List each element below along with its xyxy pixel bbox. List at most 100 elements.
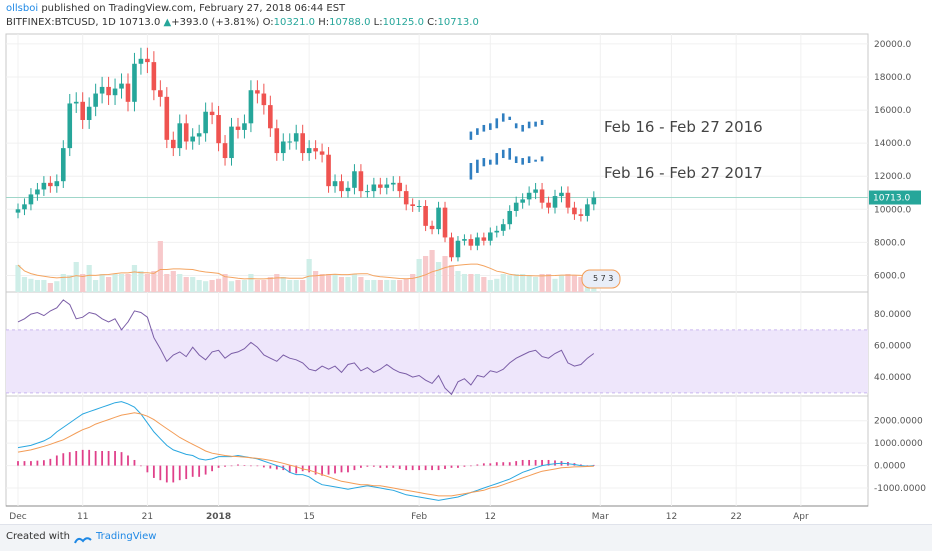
candle bbox=[429, 220, 435, 235]
volume-bar bbox=[332, 274, 338, 292]
volume-bar bbox=[293, 280, 299, 292]
candle-body bbox=[41, 182, 47, 190]
macd-histogram-bar bbox=[470, 465, 472, 467]
candle bbox=[358, 164, 364, 198]
candle bbox=[60, 140, 66, 188]
rsi-axis-label: 60.0000 bbox=[874, 342, 911, 352]
candle bbox=[73, 92, 79, 113]
candle bbox=[533, 182, 538, 200]
candle-body bbox=[423, 206, 428, 226]
price-axis-label: 10000.0 bbox=[874, 205, 911, 215]
volume-bar bbox=[190, 277, 196, 292]
projection-2017-bar bbox=[540, 156, 544, 162]
candle-body bbox=[196, 133, 202, 137]
candle bbox=[190, 128, 195, 150]
candle bbox=[177, 114, 183, 157]
candle bbox=[306, 140, 312, 161]
published-text: published on TradingView.com, February 2… bbox=[41, 3, 346, 14]
volume-bar bbox=[93, 280, 99, 292]
macd-histogram-bar bbox=[237, 464, 239, 466]
candle bbox=[209, 102, 215, 125]
candle-body bbox=[274, 128, 280, 154]
candle bbox=[242, 114, 247, 139]
macd-histogram-bar bbox=[217, 465, 220, 468]
macd-histogram-bar bbox=[431, 465, 433, 471]
candle bbox=[365, 184, 370, 198]
chart-header: ollsboi published on TradingView.com, Fe… bbox=[6, 2, 479, 30]
candle-body bbox=[164, 96, 170, 140]
candle bbox=[222, 135, 228, 166]
candle-body bbox=[533, 189, 538, 193]
author-link[interactable]: ollsboi bbox=[6, 3, 39, 14]
candle-body bbox=[507, 210, 513, 225]
time-axis-label: 12 bbox=[666, 512, 677, 522]
macd-histogram-bar bbox=[178, 465, 181, 481]
volume-bar bbox=[500, 274, 506, 292]
candle-body bbox=[339, 181, 344, 192]
volume-bar bbox=[170, 271, 176, 292]
ohlc-line: BITFINEX:BTCUSD, 1D 10713.0 ▲+393.0 (+3.… bbox=[6, 16, 479, 30]
volume-bar bbox=[552, 278, 558, 292]
open-value: 10321.0 bbox=[273, 17, 315, 28]
candle-body bbox=[442, 207, 448, 238]
time-axis-label: Apr bbox=[793, 512, 809, 522]
price-axis-label: 16000.0 bbox=[874, 106, 911, 116]
volume-bar bbox=[448, 265, 455, 292]
candle-body bbox=[319, 151, 325, 155]
time-axis-label: Feb bbox=[411, 512, 427, 522]
volume-bar bbox=[338, 277, 345, 292]
candle-body bbox=[352, 171, 357, 188]
volume-bar bbox=[209, 280, 215, 292]
candle-body bbox=[170, 139, 176, 149]
chart-canvas[interactable]: 20000.0 18000.0 16000.0 14000.0 12000.0 10000… bbox=[0, 0, 932, 524]
macd-histogram-bar bbox=[515, 461, 518, 466]
symbol-label: BITFINEX:BTCUSD, 1D bbox=[6, 17, 116, 28]
volume-bar bbox=[125, 274, 131, 292]
candle bbox=[436, 201, 441, 235]
volume-bar bbox=[280, 277, 286, 292]
candle bbox=[572, 201, 577, 220]
volume-bar bbox=[157, 241, 163, 292]
macd-axis-label: 0.0000 bbox=[874, 462, 906, 472]
macd-histogram-bar bbox=[243, 465, 246, 466]
candle bbox=[494, 225, 500, 238]
rsi-axis-label: 40.0000 bbox=[874, 373, 911, 383]
candle-body bbox=[585, 204, 590, 216]
volume-bar bbox=[86, 265, 92, 292]
candle-body bbox=[488, 232, 493, 241]
volume-bar bbox=[435, 262, 442, 292]
candle-body bbox=[313, 148, 318, 152]
volume-bar bbox=[80, 274, 86, 292]
tradingview-brand-link[interactable]: TradingView bbox=[96, 531, 157, 542]
candle bbox=[293, 124, 299, 150]
candle-body bbox=[183, 123, 189, 142]
annotation-2017: Feb 16 - Feb 27 2017 bbox=[604, 164, 763, 182]
candle-body bbox=[203, 111, 208, 134]
candle-body bbox=[326, 154, 331, 187]
volume-bar bbox=[481, 277, 487, 292]
volume-bar bbox=[578, 277, 584, 292]
candle-body bbox=[54, 181, 60, 187]
volume-bar bbox=[539, 274, 545, 292]
candle bbox=[151, 51, 157, 101]
time-axis-label: 15 bbox=[303, 512, 314, 522]
volume-bar bbox=[47, 283, 53, 292]
candle-body bbox=[345, 187, 351, 192]
macd-histogram-bar bbox=[411, 465, 414, 471]
macd-histogram-bar bbox=[120, 452, 123, 466]
volume-bar bbox=[73, 262, 79, 292]
candle bbox=[397, 176, 403, 198]
candle-body bbox=[384, 184, 390, 188]
macd-axis-label: 1000.0000 bbox=[874, 439, 923, 449]
macd-histogram-bar bbox=[211, 465, 213, 472]
volume-bar bbox=[371, 280, 377, 292]
volume-bar bbox=[203, 281, 209, 292]
candle bbox=[578, 208, 584, 222]
macd-histogram-bar bbox=[230, 465, 233, 467]
macd-histogram-bar bbox=[372, 465, 375, 467]
candle-body bbox=[365, 191, 370, 193]
candle-body bbox=[73, 101, 79, 104]
candle-body bbox=[403, 191, 409, 205]
candle bbox=[145, 47, 150, 74]
macd-histogram-bar bbox=[450, 465, 453, 468]
